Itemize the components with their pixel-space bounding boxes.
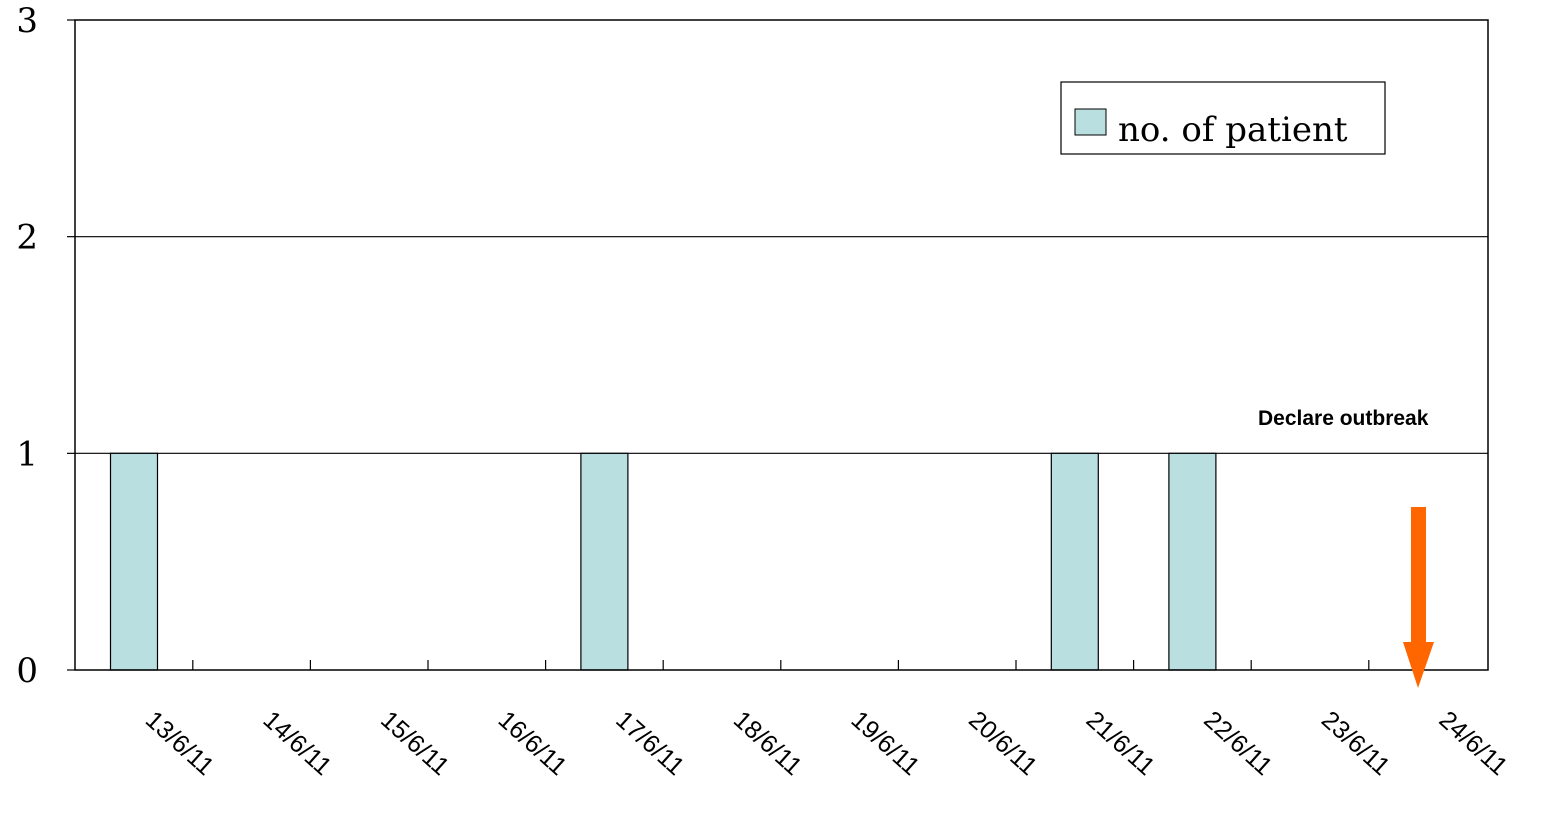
- x-tick-label: 24/6/11: [1434, 706, 1513, 781]
- y-tick-label: 0: [16, 651, 38, 691]
- x-tick-label: 17/6/11: [610, 706, 689, 781]
- x-tick-label: 15/6/11: [375, 706, 454, 781]
- bar: [1168, 452, 1217, 671]
- y-tick-label: 3: [16, 1, 38, 41]
- legend-box: [1060, 81, 1386, 155]
- legend-label: no. of patient: [1118, 110, 1348, 150]
- outbreak-arrow-icon: [1403, 507, 1434, 688]
- arrow-head: [1403, 642, 1434, 688]
- plot-area: [74, 19, 1489, 671]
- x-tick-label: 14/6/11: [258, 706, 337, 781]
- y-tick-label: 2: [16, 218, 38, 258]
- bars: [109, 452, 1217, 671]
- x-tick-label: 22/6/11: [1198, 706, 1277, 781]
- gridlines: [75, 236, 1488, 454]
- bar: [1050, 452, 1099, 671]
- legend: no. of patient: [1060, 81, 1386, 155]
- x-tick-label: 23/6/11: [1316, 706, 1395, 781]
- x-axis-labels: 13/6/11 14/6/11 15/6/11 16/6/11 17/6/11 18/6/…: [140, 706, 1513, 781]
- bar: [109, 452, 159, 671]
- y-axis-labels: 0 1 2 3: [16, 1, 38, 691]
- x-tick-label: 21/6/11: [1081, 706, 1160, 781]
- legend-swatch: [1074, 108, 1107, 136]
- y-axis-ticks: [67, 19, 75, 671]
- y-tick-label: 1: [16, 434, 38, 474]
- x-tick-label: 16/6/11: [493, 706, 572, 781]
- x-tick-label: 20/6/11: [963, 706, 1042, 781]
- bar: [580, 452, 629, 671]
- x-tick-label: 19/6/11: [846, 706, 925, 781]
- x-axis-ticks: [192, 660, 1370, 670]
- x-tick-label: 18/6/11: [728, 706, 807, 781]
- arrow-shaft: [1411, 507, 1426, 643]
- annotation-text: Declare outbreak: [1258, 407, 1429, 430]
- x-tick-label: 13/6/11: [140, 706, 219, 781]
